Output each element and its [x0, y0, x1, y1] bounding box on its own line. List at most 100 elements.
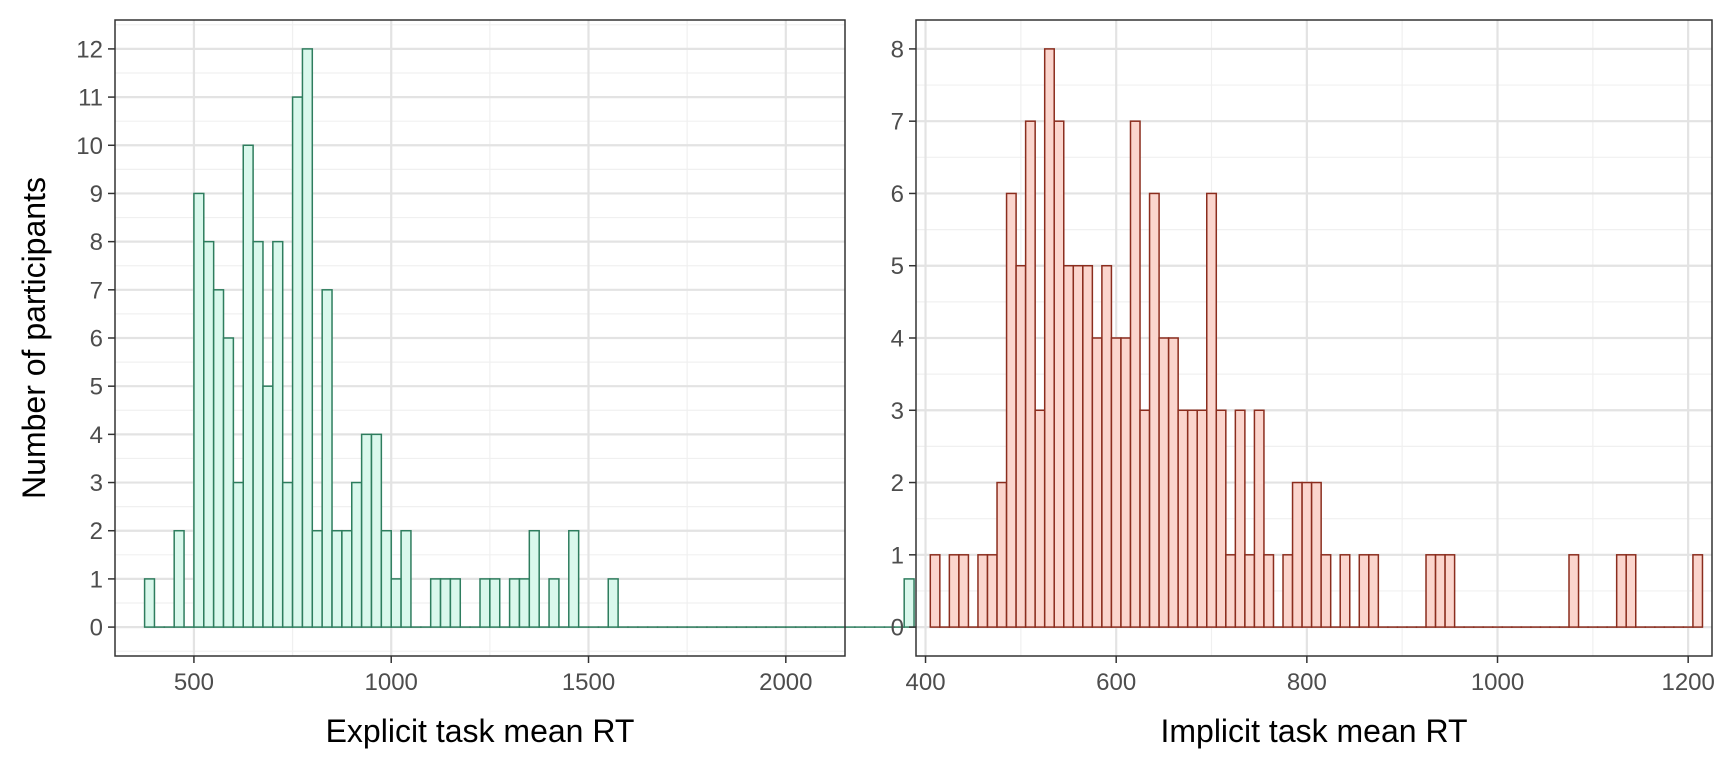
histogram-bar: [1072, 264, 1084, 628]
histogram-bars: [929, 48, 1704, 628]
y-tick-label: 7: [891, 109, 904, 136]
x-tick-label: 1000: [1471, 669, 1524, 696]
histogram-bar: [1253, 409, 1265, 628]
histogram-bar: [958, 554, 970, 628]
histogram-bar: [1034, 409, 1046, 628]
y-tick-label: 0: [90, 615, 103, 642]
x-tick-label: 500: [174, 669, 214, 696]
y-tick-label: 9: [90, 181, 103, 208]
histogram-bar: [262, 385, 274, 628]
histogram-bar: [380, 529, 392, 628]
histogram-bars: [143, 48, 915, 628]
histogram-bar: [400, 529, 412, 628]
y-tick-label: 0: [891, 615, 904, 642]
histogram-bar: [1444, 554, 1456, 628]
histogram-bar: [568, 529, 580, 628]
y-tick-label: 2: [891, 470, 904, 497]
x-tick-label: 2000: [759, 669, 812, 696]
histogram-bar: [173, 529, 185, 628]
y-tick-label: 3: [90, 470, 103, 497]
histogram-bar: [341, 529, 353, 628]
histogram-bar: [311, 529, 323, 628]
histogram-bar: [232, 481, 244, 628]
x-tick-label: 1500: [562, 669, 615, 696]
y-tick-label: 4: [891, 326, 904, 353]
y-tick-label: 1: [90, 566, 103, 593]
histogram-bar: [986, 554, 998, 628]
histogram-bar: [903, 578, 915, 628]
histogram-bar: [1625, 554, 1637, 628]
histogram-bar: [1015, 264, 1027, 628]
histogram-bar: [429, 578, 442, 628]
histogram-bar: [203, 240, 215, 628]
x-tick-label: 400: [906, 669, 946, 696]
histogram-bar: [1167, 337, 1179, 628]
histogram-bar: [351, 481, 363, 628]
y-tick-label: 8: [891, 36, 904, 63]
histogram-bar: [272, 240, 284, 628]
histogram-bar: [360, 433, 373, 628]
histogram-bar: [1615, 554, 1627, 628]
y-tick-label: 4: [90, 422, 103, 449]
histogram-bar: [977, 554, 989, 628]
histogram-bar: [1024, 120, 1036, 628]
histogram-bar: [222, 337, 235, 628]
x-tick-label: 800: [1287, 669, 1327, 696]
y-axis-title: Number of participants: [16, 177, 52, 499]
histogram-bar: [1091, 337, 1103, 628]
histogram-bar: [489, 578, 501, 628]
histogram-bar: [528, 529, 540, 628]
x-axis-title: Implicit task mean RT: [1160, 713, 1467, 749]
y-tick-label: 5: [90, 374, 103, 401]
histogram-bar: [252, 240, 264, 628]
y-tick-label: 6: [90, 326, 103, 353]
histogram-bar: [1339, 554, 1351, 628]
histogram-bar: [518, 578, 531, 628]
histogram-bar: [321, 289, 333, 628]
histogram-bar: [1129, 120, 1141, 628]
histogram-bar: [1320, 554, 1332, 628]
histogram-bar: [1110, 337, 1122, 628]
y-tick-label: 10: [76, 133, 103, 160]
y-tick-label: 7: [90, 277, 103, 304]
histogram-bar: [242, 144, 254, 628]
histogram-bar: [1434, 554, 1446, 628]
histogram-bar: [1282, 554, 1294, 628]
histogram-bar: [1291, 481, 1303, 628]
histogram-bar: [212, 289, 225, 628]
y-tick-label: 8: [90, 229, 103, 256]
histogram-bar: [449, 578, 462, 628]
histogram-bar: [1368, 554, 1380, 628]
histogram-bar: [479, 578, 491, 628]
histogram-bar: [1234, 409, 1246, 628]
histogram-bar: [607, 578, 619, 628]
histogram-bar: [1082, 264, 1094, 628]
histogram-bar: [1186, 409, 1198, 628]
histogram-bar: [193, 192, 205, 628]
y-tick-label: 6: [891, 181, 904, 208]
histogram-bar: [390, 578, 402, 628]
x-tick-label: 600: [1096, 669, 1136, 696]
y-tick-label: 12: [76, 36, 103, 63]
y-tick-label: 1: [891, 542, 904, 569]
histogram-bar: [1206, 192, 1218, 628]
histogram-bar: [1043, 48, 1055, 628]
x-tick-label: 1000: [365, 669, 418, 696]
histogram-bar: [929, 554, 941, 628]
histogram-bar: [1568, 554, 1580, 628]
histogram-bar: [1301, 481, 1313, 628]
histogram-bar: [291, 96, 304, 628]
histogram-bar: [1177, 409, 1189, 628]
histogram-bar: [1005, 192, 1017, 628]
histogram-bar: [1120, 337, 1132, 628]
histogram-bar: [1692, 554, 1704, 628]
histogram-bar: [1310, 481, 1322, 628]
axes: 0 1 2 3 4 5 6 7 8 400 600 800 1000 1200: [891, 36, 1715, 696]
histogram-bar: [1053, 120, 1065, 628]
histogram-bar: [1101, 264, 1113, 628]
histogram-bar: [1263, 554, 1275, 628]
x-axis-title: Explicit task mean RT: [326, 713, 635, 749]
histogram-bar: [948, 554, 960, 628]
